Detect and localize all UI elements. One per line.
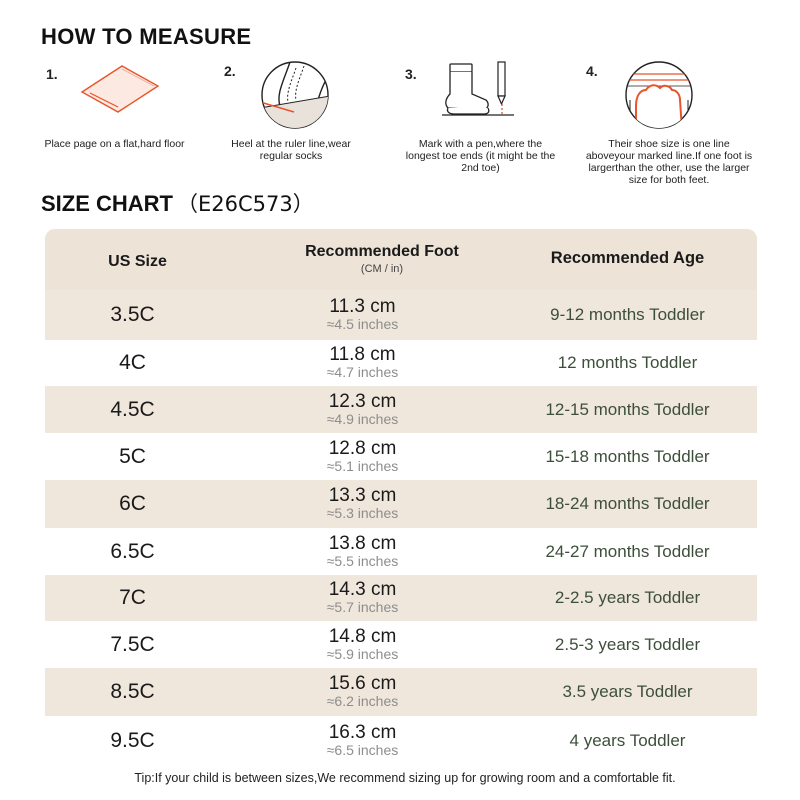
size-cell: 8.5C bbox=[110, 680, 155, 703]
size-cell: 6C bbox=[119, 492, 146, 515]
foot-cm-cell: 12.3 cm bbox=[328, 390, 397, 412]
foot-inches-cell: ≈5.1 inches bbox=[326, 457, 399, 474]
step-4-number: 4. bbox=[586, 63, 598, 79]
foot-inches-cell: ≈5.9 inches bbox=[326, 645, 399, 662]
foot-cm-cell: 14.3 cm bbox=[328, 579, 397, 600]
step-3-text: Mark with a pen,where the longest toe en… bbox=[405, 138, 556, 174]
table-row: 5C 12.8 cm ≈5.1 inches 15-18 months Toddler bbox=[45, 433, 757, 480]
how-to-measure-title: HOW TO MEASURE bbox=[41, 24, 252, 49]
foot-inches-cell: ≈5.3 inches bbox=[326, 505, 399, 521]
foot-inches-cell: ≈5.7 inches bbox=[326, 599, 399, 615]
size-cell: 9.5C bbox=[110, 728, 155, 752]
foot-cm-cell: 11.3 cm bbox=[329, 296, 396, 317]
size-cell: 4.5C bbox=[110, 397, 155, 421]
table-row: 4C 11.8 cm ≈4.7 inches 12 months Toddler bbox=[45, 340, 757, 386]
size-chart-title: SIZE CHART （E26C573） bbox=[41, 188, 314, 218]
age-cell: 15-18 months Toddler bbox=[545, 446, 710, 466]
paper-on-floor-icon bbox=[80, 65, 160, 113]
table-row: 6C 13.3 cm ≈5.3 inches 18-24 months Toddler bbox=[45, 480, 757, 528]
foot-cm-cell: 15.6 cm bbox=[328, 673, 397, 694]
size-cell: 3.5C bbox=[110, 303, 155, 326]
header-foot-unit: (CM / in) bbox=[360, 263, 404, 275]
age-cell: 24-27 months Toddler bbox=[545, 541, 710, 561]
table-row: 7.5C 14.8 cm ≈5.9 inches 2.5-3 years Toddle… bbox=[45, 621, 757, 668]
size-cell: 7C bbox=[119, 586, 146, 609]
age-cell: 12 months Toddler bbox=[557, 353, 698, 372]
foot-cm-cell: 16.3 cm bbox=[328, 721, 397, 743]
size-cell: 6.5C bbox=[110, 539, 155, 563]
tip-text: Tip:If your child is between sizes,We re… bbox=[134, 771, 676, 785]
foot-cm-cell: 14.8 cm bbox=[328, 625, 397, 647]
step-4-text: Their shoe size is one line aboveyour ma… bbox=[585, 138, 753, 186]
foot-inches-cell: ≈5.5 inches bbox=[326, 552, 399, 569]
size-cell: 4C bbox=[119, 351, 146, 374]
size-cell: 7.5C bbox=[110, 632, 155, 656]
table-row: 8.5C 15.6 cm ≈6.2 inches 3.5 years Toddler bbox=[45, 668, 757, 716]
age-cell: 9-12 months Toddler bbox=[550, 305, 705, 324]
age-cell: 4 years Toddler bbox=[569, 730, 686, 750]
size-chart-title-text: SIZE CHART bbox=[41, 191, 173, 216]
heel-on-ruler-icon bbox=[261, 61, 329, 129]
foot-inches-cell: ≈6.2 inches bbox=[326, 693, 399, 709]
step-2-number: 2. bbox=[224, 63, 236, 79]
age-cell: 2-2.5 years Toddler bbox=[554, 588, 701, 607]
step-1-number: 1. bbox=[46, 66, 58, 82]
foot-inches-cell: ≈4.9 inches bbox=[326, 410, 399, 427]
age-cell: 3.5 years Toddler bbox=[562, 682, 693, 701]
table-row: 3.5C 11.3 cm ≈4.5 inches 9-12 months Toddle… bbox=[45, 290, 757, 340]
foot-inches-cell: ≈4.7 inches bbox=[326, 364, 399, 380]
table-header: US Size Recommended Foot (CM / in) Recom… bbox=[45, 229, 757, 290]
table-row: 7C 14.3 cm ≈5.7 inches 2-2.5 years Toddler bbox=[45, 575, 757, 621]
header-recommended-foot: Recommended Foot bbox=[305, 243, 459, 260]
age-cell: 18-24 months Toddler bbox=[545, 494, 710, 513]
step-2-text: Heel at the ruler line,wear regular sock… bbox=[231, 138, 351, 162]
size-chart-code: （E26C573） bbox=[177, 192, 314, 216]
sock-and-pen-icon bbox=[442, 61, 514, 116]
step-1-text: Place page on a flat,hard floor bbox=[44, 138, 185, 150]
size-cell: 5C bbox=[119, 444, 146, 468]
age-cell: 2.5-3 years Toddler bbox=[554, 634, 701, 654]
foot-cm-cell: 13.8 cm bbox=[328, 532, 397, 554]
foot-cm-cell: 11.8 cm bbox=[329, 344, 396, 365]
step-3-number: 3. bbox=[405, 66, 417, 82]
foot-inches-cell: ≈4.5 inches bbox=[326, 316, 399, 332]
foot-inches-cell: ≈6.5 inches bbox=[326, 741, 399, 758]
toes-on-line-icon bbox=[625, 61, 693, 129]
header-us-size: US Size bbox=[108, 253, 167, 270]
foot-cm-cell: 12.8 cm bbox=[328, 437, 397, 459]
header-recommended-age: Recommended Age bbox=[550, 249, 705, 267]
table-row: 9.5C 16.3 cm ≈6.5 inches 4 years Toddler bbox=[45, 716, 757, 765]
foot-cm-cell: 13.3 cm bbox=[328, 485, 397, 506]
table-row: 6.5C 13.8 cm ≈5.5 inches 24-27 months Toddl… bbox=[45, 528, 757, 575]
age-cell: 12-15 months Toddler bbox=[545, 399, 710, 419]
size-chart-table: US Size Recommended Foot (CM / in) Recom… bbox=[45, 229, 757, 765]
table-row: 4.5C 12.3 cm ≈4.9 inches 12-15 months Toddl… bbox=[45, 386, 757, 433]
